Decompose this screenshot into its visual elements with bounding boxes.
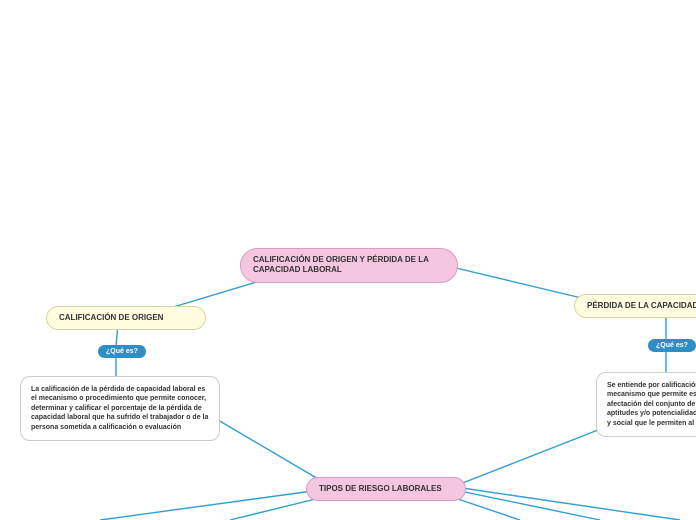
right-label: PÉRDIDA DE LA CAPACIDAD: [587, 301, 696, 310]
textbox-left-text: La calificación de la pérdida de capacid…: [31, 386, 208, 431]
textbox-left: La calificación de la pérdida de capacid…: [20, 376, 220, 441]
badge-right: ¿Qué es?: [648, 339, 696, 352]
left-label: CALIFICACIÓN DE ORIGEN: [59, 313, 163, 322]
root-node: CALIFICACIÓN DE ORIGEN Y PÉRDIDA DE LA C…: [240, 248, 458, 283]
badge-left-label: ¿Qué es?: [106, 348, 138, 355]
root-label: CALIFICACIÓN DE ORIGEN Y PÉRDIDA DE LA C…: [253, 255, 429, 274]
right-node: PÉRDIDA DE LA CAPACIDAD: [574, 294, 696, 318]
textbox-right: Se entiende por calificación de capacida…: [596, 372, 696, 437]
left-node: CALIFICACIÓN DE ORIGEN: [46, 306, 206, 330]
textbox-right-text: Se entiende por calificación de capacida…: [607, 382, 696, 427]
badge-right-label: ¿Qué es?: [656, 342, 688, 349]
bottom-node: TIPOS DE RIESGO LABORALES: [306, 477, 466, 501]
bottom-label: TIPOS DE RIESGO LABORALES: [319, 484, 442, 493]
badge-left: ¿Qué es?: [98, 345, 146, 358]
